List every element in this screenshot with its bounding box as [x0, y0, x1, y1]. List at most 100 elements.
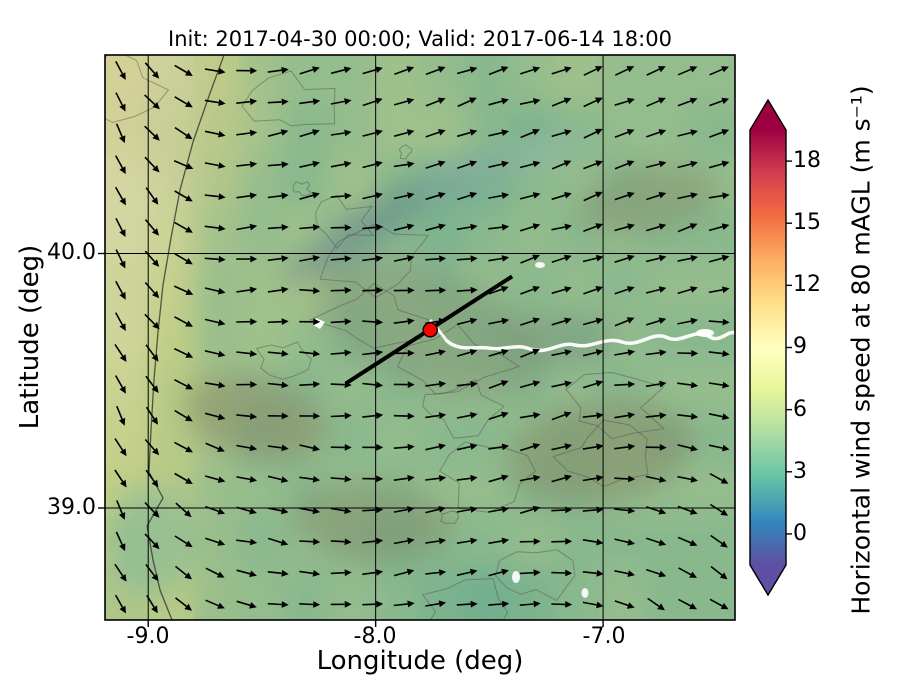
wind-arrow-head — [249, 98, 258, 106]
wind-arrow — [677, 257, 692, 262]
wind-arrow-head — [344, 444, 352, 451]
wind-arrow — [114, 469, 124, 483]
wind-arrow-head — [281, 507, 289, 515]
wind-arrow-head — [344, 349, 352, 357]
wind-arrow-head — [565, 569, 573, 577]
wind-arrow — [204, 225, 219, 229]
wind-arrow — [614, 508, 629, 512]
wind-arrow — [425, 351, 440, 357]
wind-arrow-head — [438, 349, 446, 356]
wind-arrow — [551, 288, 566, 295]
wind-arrow — [393, 163, 408, 168]
wind-arrow — [583, 68, 597, 76]
wind-arrow-head — [500, 380, 509, 387]
wind-arrow — [582, 509, 597, 512]
wind-arrow — [551, 414, 566, 421]
wind-arrow-head — [375, 349, 384, 357]
wind-arrow-head — [501, 443, 510, 451]
wind-arrow-head — [250, 67, 258, 75]
wind-arrow — [299, 383, 314, 386]
wind-arrow-head — [406, 66, 415, 73]
wind-arrow — [645, 414, 660, 418]
wind-arrow — [144, 219, 156, 231]
wind-arrow — [520, 68, 534, 75]
wind-arrow-head — [217, 476, 226, 483]
wind-arrow — [488, 100, 503, 106]
wind-arrow-head — [119, 354, 127, 362]
wind-arrow — [204, 287, 219, 292]
wind-arrow-head — [406, 568, 415, 576]
wind-arrow-head — [659, 444, 667, 451]
wind-arrow-head — [185, 226, 193, 233]
wind-arrow — [362, 226, 377, 230]
wind-arrow-head — [691, 349, 699, 357]
wind-arrow-head — [564, 317, 572, 325]
wind-arrow-head — [185, 163, 194, 170]
wind-arrow — [519, 194, 534, 200]
wind-arrow-head — [375, 537, 384, 545]
colorbar-under-arrow — [750, 565, 786, 595]
wind-arrow-head — [218, 162, 226, 169]
wind-arrow — [488, 194, 503, 199]
wind-arrow — [583, 288, 597, 295]
wind-arrow-head — [722, 413, 730, 420]
wind-arrow-head — [564, 380, 572, 388]
wind-arrow-head — [281, 192, 289, 200]
wind-arrow-head — [438, 600, 447, 608]
wind-arrow — [583, 225, 597, 233]
wind-arrow-head — [721, 97, 730, 105]
wind-arrow — [299, 444, 314, 449]
wind-arrow-head — [722, 381, 730, 389]
wind-arrow-head — [658, 570, 667, 578]
wind-arrow-head — [407, 192, 415, 199]
wind-arrow — [362, 382, 377, 386]
wind-arrow — [583, 194, 597, 202]
wind-arrow-head — [184, 510, 192, 518]
wind-arrow-head — [281, 66, 289, 74]
axes-frame — [104, 54, 736, 621]
wind-arrow-head — [626, 317, 635, 324]
colorbar-tick-0: 0 — [793, 521, 807, 546]
wind-arrow — [115, 92, 124, 106]
wind-arrow — [175, 565, 187, 576]
wind-arrow-head — [469, 568, 478, 576]
wind-arrow — [614, 194, 629, 201]
wind-arrow-head — [344, 507, 352, 514]
wind-arrow-head — [344, 255, 352, 263]
wind-arrow — [425, 163, 440, 169]
wind-arrow — [551, 68, 566, 75]
wind-arrow — [677, 414, 692, 418]
wind-arrow — [677, 536, 692, 544]
wind-arrow-head — [658, 129, 667, 136]
wind-arrow — [114, 594, 124, 608]
wind-arrow — [299, 131, 314, 138]
wind-arrow — [236, 132, 251, 136]
wind-arrow-head — [152, 510, 160, 518]
wind-arrow-head — [344, 160, 352, 168]
wind-arrow-head — [532, 317, 541, 324]
wind-arrow-head — [118, 417, 126, 426]
wind-arrow — [709, 472, 723, 482]
colorbar-tick-18: 18 — [793, 148, 821, 173]
wind-arrow-head — [564, 286, 572, 293]
wind-arrow — [551, 477, 566, 483]
wind-arrow-head — [564, 223, 572, 231]
wind-arrow-head — [407, 474, 415, 482]
wind-arrow — [519, 100, 534, 105]
wind-arrow — [173, 285, 188, 293]
wind-arrow — [362, 163, 377, 169]
wind-arrow-head — [250, 318, 258, 326]
wind-arrow-head — [720, 540, 728, 548]
wind-arrow-head — [281, 286, 289, 294]
wind-arrow-head — [564, 349, 572, 356]
wind-arrow-head — [658, 66, 666, 73]
wind-arrow — [204, 475, 219, 481]
wind-arrow-head — [344, 600, 352, 608]
wind-arrow — [645, 383, 660, 388]
wind-arrow-head — [690, 444, 698, 452]
wind-arrow-head — [626, 160, 635, 167]
wind-arrow — [456, 131, 471, 138]
wind-arrow — [205, 442, 219, 450]
wind-arrow — [582, 601, 597, 606]
